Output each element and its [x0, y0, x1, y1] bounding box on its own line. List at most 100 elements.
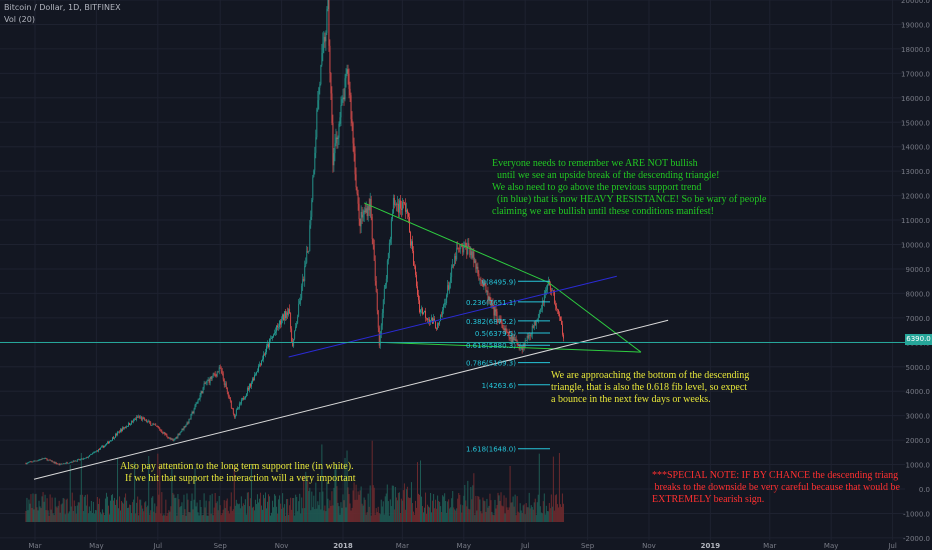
- volume-bar: [534, 498, 536, 522]
- volume-bar: [350, 510, 352, 522]
- time-axis[interactable]: Mar May Jul Sep Nov 2018 Mar May Jul Sep Nov 2019 Ma…: [28, 542, 896, 550]
- volume-bar: [102, 512, 104, 522]
- volume-bar: [402, 490, 404, 522]
- candle-body: [58, 463, 60, 465]
- volume-bar: [117, 457, 119, 522]
- candle-body: [369, 198, 371, 211]
- volume-bar: [437, 495, 439, 522]
- candle-body: [151, 425, 153, 427]
- candle-body: [298, 303, 300, 317]
- candle-body: [392, 197, 394, 214]
- volume-bar: [302, 508, 304, 522]
- grid: [0, 0, 905, 540]
- volume-bar: [28, 499, 30, 522]
- volume-bar: [188, 512, 190, 522]
- candle-body: [302, 279, 304, 286]
- volume-bar: [423, 512, 425, 522]
- volume-bar: [496, 505, 498, 522]
- volume-bar: [78, 502, 80, 522]
- volume-bar: [238, 503, 240, 522]
- price-axis[interactable]: -2000.0 -1000.0 0.0 1000.0 2000.0 3000.0 4000.…: [901, 0, 930, 543]
- volume-bar: [103, 514, 105, 522]
- candle-body: [314, 152, 316, 171]
- candle-body: [92, 452, 94, 454]
- candle-body: [147, 421, 149, 423]
- volume-bar: [80, 453, 82, 522]
- volume-bar: [59, 512, 61, 522]
- volume-bar: [553, 510, 555, 522]
- candle-body: [192, 411, 194, 413]
- candle-body: [247, 387, 249, 390]
- volume-bar: [498, 495, 500, 522]
- candle-body: [36, 460, 38, 462]
- volume-bar: [94, 509, 96, 522]
- volume-bar: [449, 508, 451, 522]
- volume-bar: [87, 513, 89, 522]
- candle-body: [382, 299, 384, 314]
- volume-bar: [67, 513, 69, 522]
- volume-bar: [393, 509, 395, 522]
- candle-body: [286, 312, 288, 319]
- candle-body: [332, 122, 334, 166]
- candle-body: [86, 457, 88, 458]
- volume-bar: [281, 508, 283, 522]
- candle-body: [125, 427, 126, 428]
- candle-body: [139, 416, 141, 418]
- candle-body: [244, 396, 246, 399]
- volume-bar: [221, 513, 223, 522]
- volume-bar: [146, 507, 148, 522]
- volume-bar: [560, 506, 562, 522]
- candle-body: [340, 105, 342, 118]
- volume-bar: [290, 497, 292, 522]
- candle-body: [320, 65, 322, 85]
- candle-body: [459, 248, 461, 250]
- volume-bar: [53, 515, 55, 522]
- volume-bar: [524, 514, 526, 522]
- candle-body: [149, 421, 151, 423]
- candle-body: [135, 419, 137, 420]
- candle-body: [234, 414, 236, 418]
- candle-body: [420, 309, 421, 313]
- volume-bar: [326, 481, 328, 522]
- volume-bar: [47, 510, 49, 522]
- volume-bar: [396, 500, 398, 522]
- volume-bar: [177, 494, 179, 522]
- candle-body: [545, 289, 547, 292]
- candle-body: [493, 305, 495, 316]
- volume-bar: [441, 512, 443, 522]
- volume-bar: [358, 494, 360, 522]
- candle-body: [367, 206, 369, 217]
- candle-body: [31, 461, 33, 463]
- candle-body: [455, 256, 457, 260]
- candle-body: [466, 246, 468, 255]
- candle-body: [175, 437, 177, 439]
- candle-body: [540, 308, 542, 310]
- volume-bar: [56, 507, 58, 522]
- volume-bar: [403, 483, 405, 522]
- candle-body: [182, 428, 184, 430]
- candle-body: [299, 300, 301, 304]
- volume-bar: [354, 499, 356, 522]
- volume-bar: [411, 503, 413, 522]
- candle-body: [30, 461, 32, 463]
- price-tick-label: 9000.0: [906, 266, 931, 274]
- volume-bar: [556, 504, 558, 522]
- candle-body: [497, 321, 499, 323]
- volume-bar: [346, 450, 348, 522]
- time-tick-label: May: [89, 542, 103, 550]
- candle-body: [409, 216, 410, 233]
- volume-bar: [515, 515, 517, 522]
- volume-bar: [453, 507, 455, 522]
- candle-body: [557, 309, 559, 314]
- volume-bar: [135, 513, 137, 522]
- candle-body: [349, 88, 351, 96]
- volume-bar: [27, 510, 29, 522]
- volume-bar: [232, 509, 234, 522]
- volume-bar: [35, 493, 37, 522]
- volume-bar: [195, 506, 197, 522]
- volume-bar: [258, 498, 260, 522]
- candle-body: [350, 95, 352, 120]
- volume-bar: [173, 494, 175, 522]
- candle-body: [107, 441, 108, 444]
